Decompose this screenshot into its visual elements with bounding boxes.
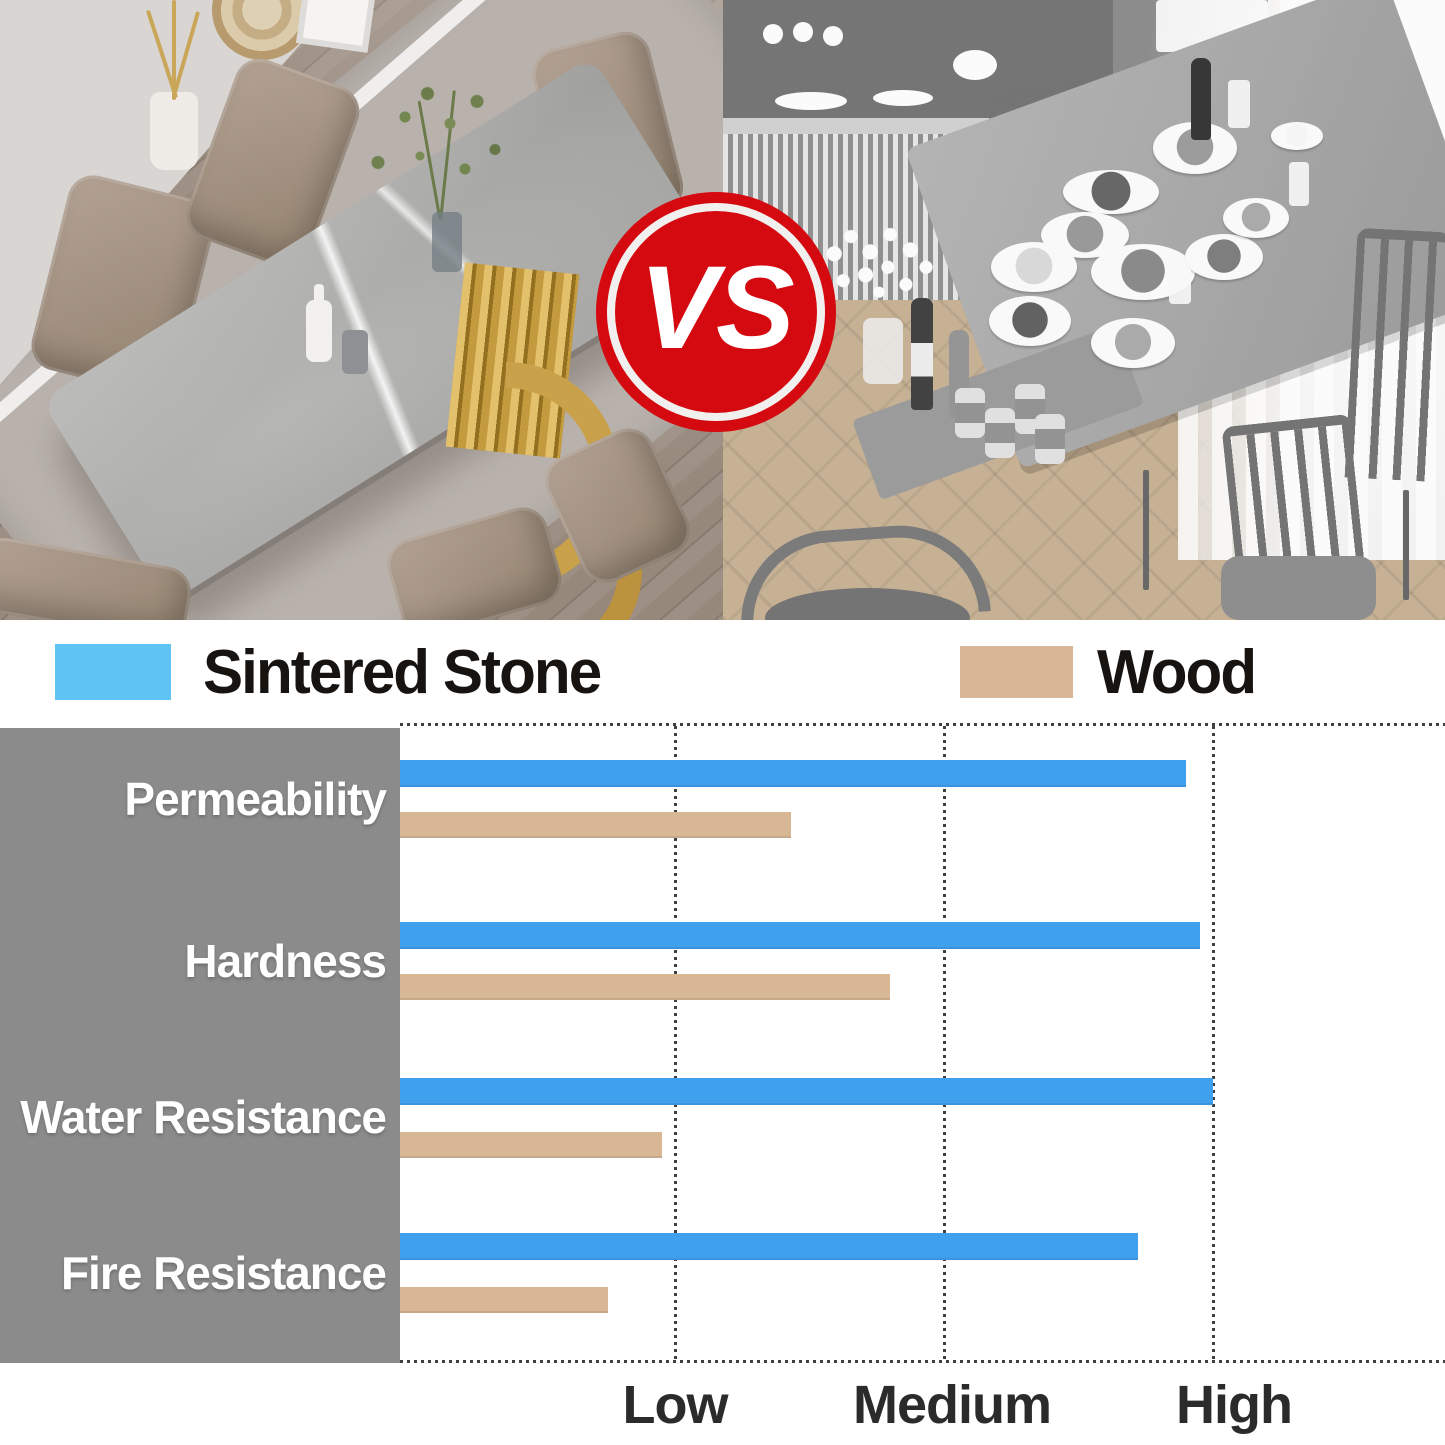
vs-label: VS (639, 242, 794, 374)
picture-frame (296, 0, 376, 53)
champagne-bottle (1190, 58, 1211, 140)
flower-vase (862, 318, 903, 384)
legend-item-wood: Wood (960, 636, 1260, 708)
grayscale-scene (722, 0, 1445, 620)
small-gray-vase (342, 330, 368, 374)
table-leg (1402, 490, 1409, 600)
comparison-bar-chart: Permeability Hardness Water Resistance F… (0, 723, 1445, 1445)
bar-hardness-sintered-stone (400, 922, 1200, 949)
white-bottle-vase (306, 300, 332, 362)
cup (822, 26, 843, 46)
plant-foliage (360, 78, 510, 208)
beverage-can (984, 408, 1015, 458)
glass-vase (432, 212, 462, 272)
row-label-water-resistance: Water Resistance (20, 1091, 387, 1143)
beverage-can (954, 388, 985, 438)
saucer (1270, 122, 1323, 150)
legend-swatch-sintered-stone (55, 644, 171, 700)
chair-seat (1220, 556, 1376, 620)
bar-fire-resistance-sintered-stone (400, 1233, 1138, 1260)
sandwich-plate (990, 242, 1077, 292)
bar-permeability-wood (400, 812, 791, 838)
row-label-fire-resistance: Fire Resistance (60, 1247, 387, 1299)
daisy-bouquet (822, 225, 935, 321)
chart-legend: Sintered Stone Wood (0, 620, 1445, 723)
vs-badge: VS (596, 192, 836, 432)
floor-vase (150, 92, 198, 170)
wine-bottle (910, 298, 933, 410)
cup (762, 24, 783, 44)
bar-fire-resistance-wood (400, 1287, 608, 1313)
bar-hardness-wood (400, 974, 891, 1000)
beverage-can (1034, 414, 1065, 464)
tick-low: Low (622, 1375, 729, 1435)
cake-plate (1222, 198, 1289, 238)
tick-medium: Medium (852, 1375, 1052, 1435)
gridline-medium (943, 726, 946, 1360)
legend-label-sintered-stone: Sintered Stone (203, 637, 602, 707)
cup (792, 22, 813, 42)
fries-plate (1090, 318, 1175, 368)
bar-water-resistance-wood (400, 1132, 662, 1158)
bar-water-resistance-sintered-stone (400, 1078, 1213, 1105)
coffee-cup (952, 50, 997, 80)
row-label-hardness: Hardness (184, 935, 387, 987)
table-leg (1142, 470, 1149, 590)
wood-photo (722, 0, 1445, 620)
gridline-low (674, 726, 677, 1360)
vs-ring (607, 203, 825, 421)
bottle-neck (314, 284, 324, 304)
watermelon-plate (988, 296, 1071, 346)
drinking-glass (1227, 80, 1250, 128)
windsor-chair (1344, 227, 1445, 483)
tick-high: High (1176, 1375, 1293, 1435)
dish (872, 90, 933, 106)
plot-area (400, 723, 1445, 1363)
legend-item-sintered-stone: Sintered Stone (55, 634, 613, 710)
axis-line-top (400, 723, 1445, 726)
serving-board (1062, 170, 1159, 214)
bar-permeability-sintered-stone (400, 760, 1187, 787)
axis-line-bottom (400, 1360, 1445, 1363)
plate-stack (774, 92, 847, 110)
drinking-glass (1288, 162, 1309, 206)
category-panel (0, 728, 400, 1363)
legend-label-wood: Wood (1097, 637, 1257, 707)
drinking-glass (1168, 258, 1191, 304)
gridline-high (1212, 726, 1215, 1360)
pampas-stem (172, 0, 176, 100)
plate (1184, 234, 1263, 280)
row-label-permeability: Permeability (124, 773, 387, 825)
legend-swatch-wood (960, 646, 1073, 698)
